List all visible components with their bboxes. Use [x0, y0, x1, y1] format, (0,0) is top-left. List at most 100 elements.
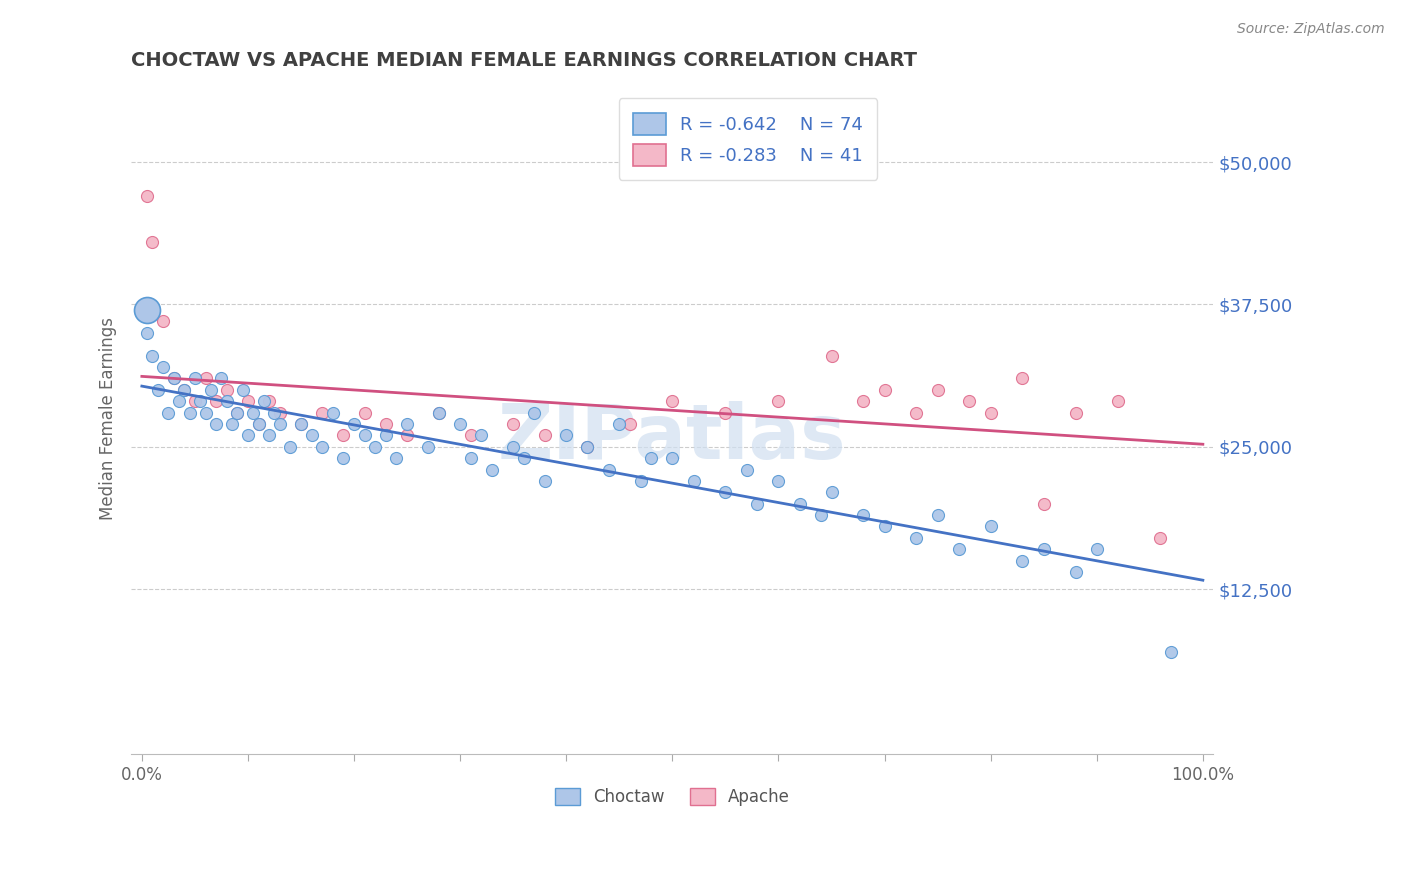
- Point: [163, 371, 186, 385]
- Point: [555, 428, 578, 442]
- Point: [1064, 565, 1087, 579]
- Point: [959, 394, 981, 409]
- Point: [502, 440, 524, 454]
- Point: [1064, 406, 1087, 420]
- Point: [534, 474, 557, 488]
- Point: [873, 519, 896, 533]
- Point: [332, 428, 354, 442]
- Point: [470, 428, 492, 442]
- Point: [236, 394, 259, 409]
- Point: [290, 417, 312, 431]
- Point: [226, 406, 249, 420]
- Point: [184, 394, 207, 409]
- Point: [184, 371, 207, 385]
- Point: [1085, 542, 1108, 557]
- Point: [810, 508, 832, 522]
- Point: [221, 417, 243, 431]
- Point: [980, 519, 1002, 533]
- Point: [460, 451, 482, 466]
- Point: [385, 451, 408, 466]
- Point: [576, 440, 599, 454]
- Point: [247, 417, 270, 431]
- Point: [1149, 531, 1171, 545]
- Point: [236, 428, 259, 442]
- Point: [396, 428, 419, 442]
- Point: [311, 406, 333, 420]
- Point: [179, 406, 201, 420]
- Point: [481, 462, 503, 476]
- Point: [1107, 394, 1129, 409]
- Point: [173, 383, 195, 397]
- Point: [353, 428, 375, 442]
- Point: [927, 508, 949, 522]
- Point: [269, 406, 291, 420]
- Point: [661, 451, 683, 466]
- Point: [735, 462, 758, 476]
- Point: [136, 189, 159, 203]
- Point: [460, 428, 482, 442]
- Point: [820, 349, 842, 363]
- Point: [232, 383, 254, 397]
- Point: [141, 349, 163, 363]
- Point: [253, 394, 276, 409]
- Point: [607, 417, 630, 431]
- Point: [167, 394, 190, 409]
- Point: [905, 406, 928, 420]
- Point: [661, 394, 683, 409]
- Point: [157, 406, 180, 420]
- Point: [427, 406, 450, 420]
- Point: [311, 440, 333, 454]
- Point: [152, 359, 174, 374]
- Point: [194, 406, 217, 420]
- Point: [247, 417, 270, 431]
- Point: [523, 406, 546, 420]
- Point: [322, 406, 344, 420]
- Point: [152, 314, 174, 328]
- Point: [682, 474, 704, 488]
- Point: [280, 440, 302, 454]
- Point: [136, 326, 159, 340]
- Text: CHOCTAW VS APACHE MEDIAN FEMALE EARNINGS CORRELATION CHART: CHOCTAW VS APACHE MEDIAN FEMALE EARNINGS…: [131, 51, 917, 70]
- Point: [205, 417, 228, 431]
- Point: [188, 394, 211, 409]
- Point: [598, 462, 620, 476]
- Point: [1032, 497, 1054, 511]
- Point: [640, 451, 662, 466]
- Point: [502, 417, 524, 431]
- Point: [200, 383, 222, 397]
- Point: [136, 303, 159, 318]
- Point: [290, 417, 312, 431]
- Point: [927, 383, 949, 397]
- Point: [194, 371, 217, 385]
- Point: [301, 428, 323, 442]
- Point: [1032, 542, 1054, 557]
- Point: [873, 383, 896, 397]
- Point: [242, 406, 264, 420]
- Point: [513, 451, 536, 466]
- Point: [1011, 553, 1033, 567]
- Point: [205, 394, 228, 409]
- Point: [141, 235, 163, 249]
- Point: [215, 383, 238, 397]
- Point: [396, 417, 419, 431]
- Point: [948, 542, 970, 557]
- Point: [714, 406, 737, 420]
- Point: [209, 371, 232, 385]
- Point: [374, 428, 396, 442]
- Point: [619, 417, 641, 431]
- Point: [173, 383, 195, 397]
- Point: [852, 394, 875, 409]
- Point: [714, 485, 737, 500]
- Point: [353, 406, 375, 420]
- Point: [257, 394, 280, 409]
- Point: [905, 531, 928, 545]
- Point: [852, 508, 875, 522]
- Text: Source: ZipAtlas.com: Source: ZipAtlas.com: [1237, 22, 1385, 37]
- Point: [146, 383, 169, 397]
- Point: [263, 406, 285, 420]
- Point: [534, 428, 557, 442]
- Point: [163, 371, 186, 385]
- Point: [418, 440, 440, 454]
- Point: [257, 428, 280, 442]
- Point: [768, 394, 790, 409]
